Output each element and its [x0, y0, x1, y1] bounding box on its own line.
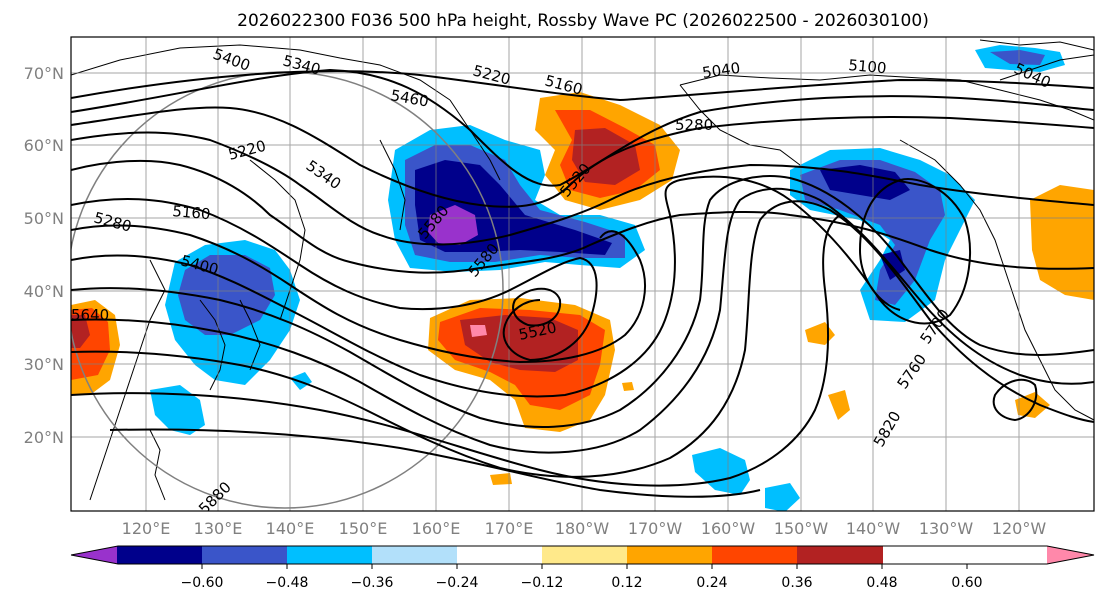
lon-label: 130°E — [194, 519, 243, 538]
colorbar-segment — [627, 546, 713, 564]
longitude-labels: 120°E 130°E 140°E 150°E 160°E 170°E 180°… — [122, 519, 1047, 538]
lon-label: 150°E — [339, 519, 388, 538]
colorbar-tick: 0.60 — [951, 575, 982, 591]
map-area: 5400 5340 5220 5160 5040 5100 5040 5460 … — [71, 37, 1094, 511]
colorbar-segment — [202, 546, 288, 564]
contour-label: 5280 — [675, 116, 713, 134]
lon-label: 140°E — [266, 519, 315, 538]
lat-label: 70°N — [24, 64, 64, 83]
colorbar-tick: −0.60 — [181, 575, 224, 591]
colorbar-segment — [797, 546, 883, 564]
contour-label: 5160 — [172, 202, 212, 223]
colorbar-segment — [542, 546, 628, 564]
colorbar-extend-low — [71, 546, 118, 564]
height-contours — [71, 68, 1094, 498]
lat-label: 20°N — [24, 428, 64, 447]
colorbar-tick: −0.24 — [436, 575, 479, 591]
lat-label: 50°N — [24, 209, 64, 228]
lon-label: 170°E — [485, 519, 534, 538]
lat-label: 40°N — [24, 282, 64, 301]
contour-label: 5640 — [71, 306, 109, 324]
colorbar-tick: 0.12 — [611, 575, 642, 591]
lon-label: 140°W — [846, 519, 901, 538]
colorbar-extend-high — [1047, 546, 1094, 564]
colorbar-tick: 0.48 — [866, 575, 897, 591]
lon-label: 150°W — [774, 519, 829, 538]
colorbar-tick: 0.36 — [781, 575, 812, 591]
lat-label: 30°N — [24, 355, 64, 374]
lon-label: 180°W — [555, 519, 610, 538]
lon-label: 130°W — [919, 519, 974, 538]
colorbar: −0.60 −0.48 −0.36 −0.24 −0.12 0.12 0.24 … — [70, 545, 1095, 591]
colorbar-segment — [117, 546, 203, 564]
colorbar-segment — [712, 546, 798, 564]
map-frame — [70, 36, 1095, 512]
colorbar-segment — [287, 546, 373, 564]
map-title: 2026022300 F036 500 hPa height, Rossby W… — [237, 11, 929, 31]
lat-label: 60°N — [24, 136, 64, 155]
colorbar-tick: −0.12 — [521, 575, 564, 591]
lon-label: 120°W — [992, 519, 1047, 538]
lon-label: 160°W — [701, 519, 756, 538]
colorbar-segment — [457, 546, 543, 564]
colorbar-outline — [70, 545, 1095, 565]
colorbar-segment — [372, 546, 458, 564]
colorbar-tick: −0.36 — [351, 575, 394, 591]
contour-label: 5040 — [701, 59, 741, 82]
colorbar-tick: −0.48 — [266, 575, 309, 591]
colorbar-tick: 0.24 — [696, 575, 727, 591]
lon-label: 120°E — [122, 519, 171, 538]
negative-anomaly-shading — [150, 45, 1065, 511]
lon-label: 160°E — [412, 519, 461, 538]
contour-label: 5100 — [848, 56, 888, 77]
lon-label: 170°W — [628, 519, 683, 538]
latitude-labels: 70°N 60°N 50°N 40°N 30°N 20°N — [24, 64, 64, 447]
coastlines — [71, 39, 1094, 501]
